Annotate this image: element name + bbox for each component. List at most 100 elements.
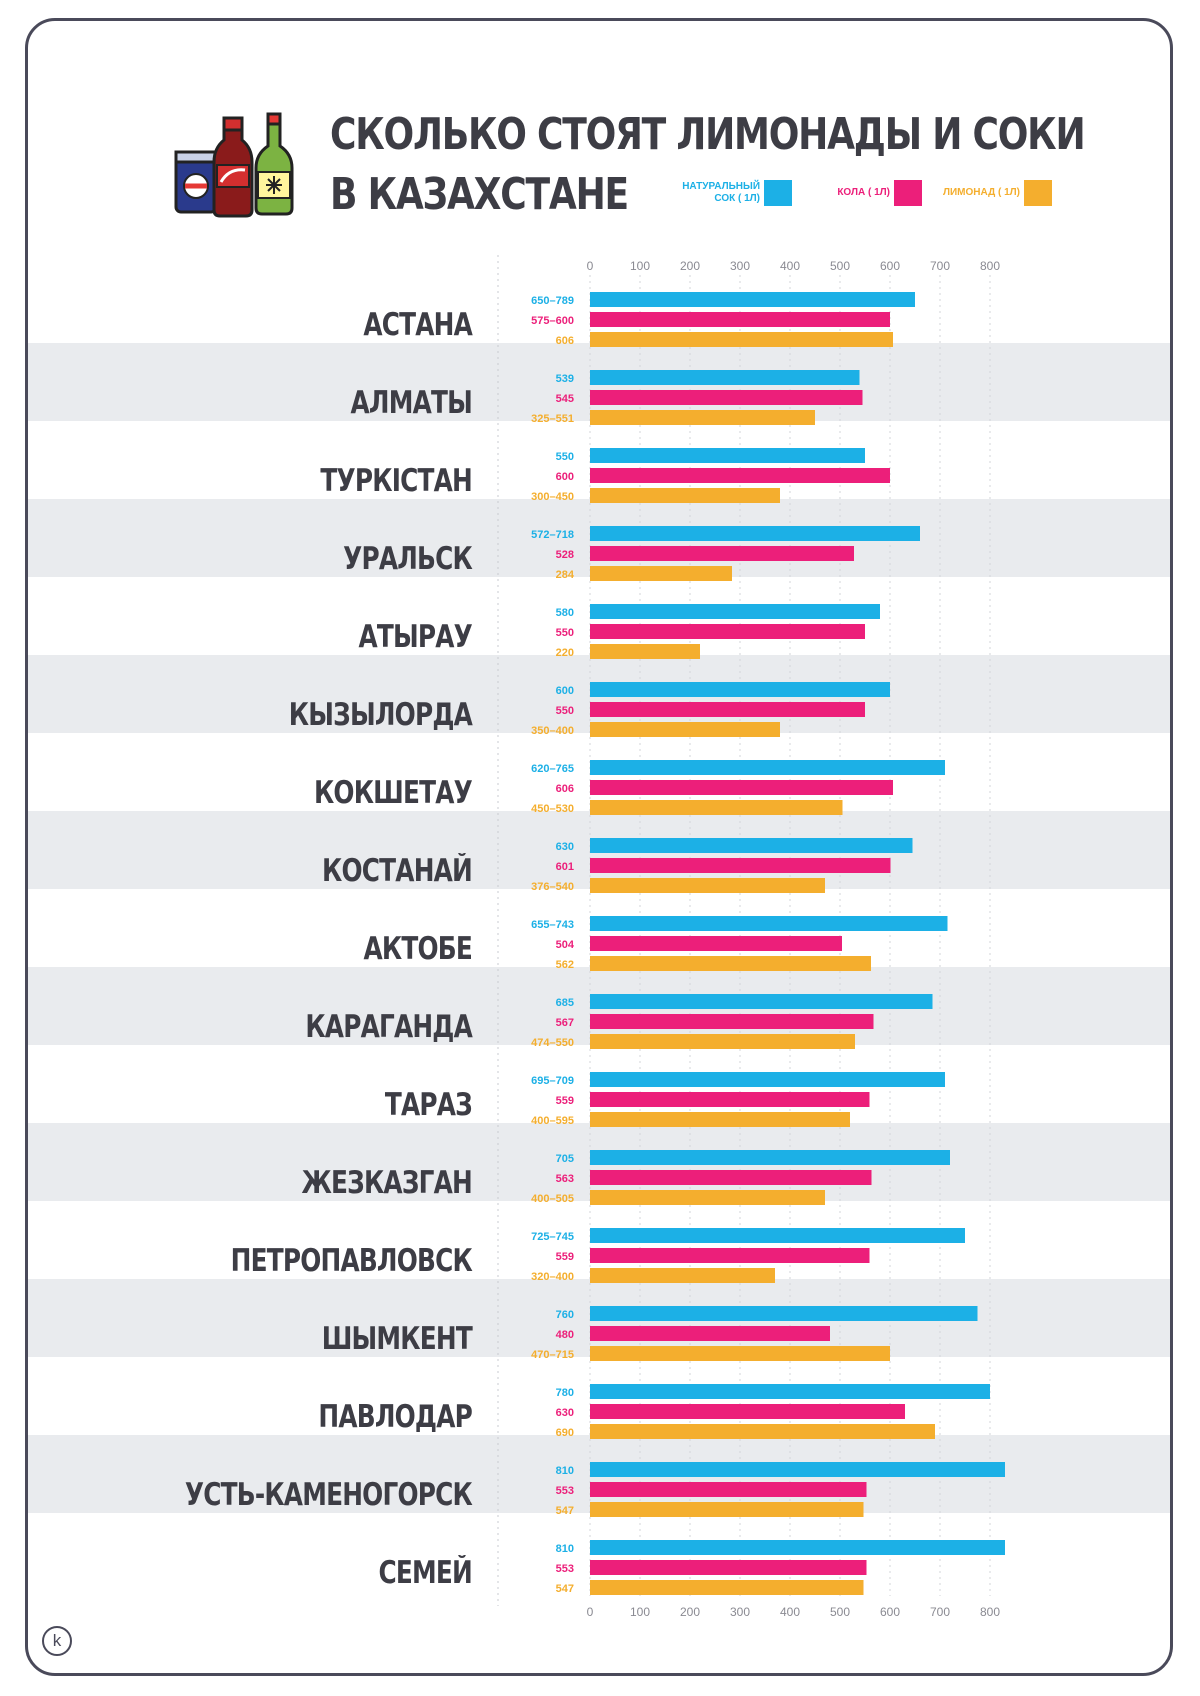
x-tick-label-top: 200 [680, 259, 700, 273]
bar [590, 1384, 990, 1399]
legend-swatch-cola [894, 180, 922, 206]
city-label: КЫЗЫЛОРДА [288, 697, 473, 733]
bar [590, 1170, 872, 1185]
bar [590, 1014, 874, 1029]
bar-value-label: 575–600 [531, 315, 574, 327]
city-label: ПЕТРОПАВЛОВСК [230, 1243, 473, 1279]
legend-swatch-lemonade [1024, 180, 1052, 206]
bar-value-label: 563 [556, 1173, 574, 1185]
bar [590, 1112, 850, 1127]
x-tick-label-bottom: 100 [630, 1605, 650, 1619]
bar-value-label: 760 [556, 1309, 574, 1321]
bar-value-label: 400–595 [531, 1115, 574, 1127]
title-line-2: В КАЗАХСТАНЕ [330, 169, 629, 220]
bar-value-label: 725–745 [531, 1231, 574, 1243]
x-tick-label-bottom: 600 [880, 1605, 900, 1619]
bar [590, 390, 863, 405]
city-label: АКТОБЕ [363, 931, 472, 967]
x-tick-label-top: 700 [930, 259, 950, 273]
bar-value-label: 559 [556, 1251, 574, 1263]
bar [590, 546, 854, 561]
bar [590, 702, 865, 717]
bar-value-label: 550 [556, 627, 574, 639]
bar [590, 1540, 1005, 1555]
bar-value-label: 553 [556, 1485, 574, 1497]
bar [590, 1580, 864, 1595]
bar-value-label: 350–400 [531, 725, 574, 737]
legend-item-lemonade: ЛИМОНАД ( 1Л) [940, 180, 1052, 206]
bar-value-label: 547 [556, 1505, 574, 1517]
title-line-1: СКОЛЬКО СТОЯТ ЛИМОНАДЫ И СОКИ [330, 109, 1086, 160]
city-label: КОСТАНАЙ [322, 853, 473, 889]
bar-value-label: 539 [556, 373, 574, 385]
bar [590, 682, 890, 697]
bar [590, 858, 891, 873]
bar [590, 1072, 945, 1087]
bar [590, 488, 780, 503]
city-label: АЛМАТЫ [350, 385, 473, 421]
x-tick-label-bottom: 800 [980, 1605, 1000, 1619]
bar [590, 722, 780, 737]
bar-value-label: 325–551 [531, 413, 574, 425]
bar-value-label: 600 [556, 685, 574, 697]
bar [590, 1228, 965, 1243]
bar [590, 332, 893, 347]
bar [590, 410, 815, 425]
x-tick-label-bottom: 0 [587, 1605, 594, 1619]
bar [590, 1092, 870, 1107]
bar [590, 780, 893, 795]
bar [590, 956, 871, 971]
bar [590, 760, 945, 775]
bar [590, 448, 865, 463]
bar [590, 1034, 855, 1049]
city-label: ШЫМКЕНТ [321, 1321, 473, 1357]
bar [590, 1346, 890, 1361]
bar [590, 878, 825, 893]
bar-value-label: 559 [556, 1095, 574, 1107]
bar-value-label: 655–743 [531, 919, 574, 931]
bar [590, 1404, 905, 1419]
bar-value-label: 630 [556, 1407, 574, 1419]
bar-value-label: 567 [556, 1017, 574, 1029]
legend-item-cola: КОЛА ( 1Л) [830, 180, 922, 206]
bar-value-label: 547 [556, 1583, 574, 1595]
bar [590, 526, 920, 541]
bar [590, 604, 880, 619]
bar-value-label: 480 [556, 1329, 574, 1341]
bar-value-label: 572–718 [531, 529, 574, 541]
legend-label-lemonade: ЛИМОНАД ( 1Л) [942, 187, 1020, 198]
bar [590, 936, 842, 951]
bar [590, 1248, 870, 1263]
city-label: УРАЛЬСК [343, 541, 473, 577]
x-tick-label-top: 100 [630, 259, 650, 273]
bar-value-label: 545 [556, 393, 574, 405]
bar-value-label: 650–789 [531, 295, 574, 307]
bar-value-label: 600 [556, 471, 574, 483]
bar-value-label: 400–505 [531, 1193, 574, 1205]
bar [590, 1326, 830, 1341]
bar-value-label: 376–540 [531, 881, 574, 893]
bar-value-label: 630 [556, 841, 574, 853]
bar-value-label: 580 [556, 607, 574, 619]
bar-value-label: 300–450 [531, 491, 574, 503]
bar-value-label: 220 [556, 647, 574, 659]
bar-value-label: 550 [556, 705, 574, 717]
bar [590, 1560, 867, 1575]
city-label: АТЫРАУ [358, 619, 473, 655]
city-label: ПАВЛОДАР [318, 1399, 472, 1435]
kursiv-logo: k [42, 1626, 72, 1656]
bar-value-label: 504 [556, 939, 575, 951]
legend-label-cola: КОЛА ( 1Л) [837, 187, 890, 198]
city-label: КОКШЕТАУ [313, 775, 473, 811]
x-tick-label-bottom: 200 [680, 1605, 700, 1619]
bar [590, 994, 933, 1009]
bar [590, 1190, 825, 1205]
bar-value-label: 620–765 [531, 763, 574, 775]
city-label: УСТЬ-КАМЕНОГОРСК [184, 1477, 473, 1513]
bar-value-label: 284 [556, 569, 575, 581]
bar-value-label: 528 [556, 549, 574, 561]
city-label: ТУРКІСТАН [320, 463, 472, 499]
drinks-icon [174, 112, 294, 218]
bar [590, 624, 865, 639]
